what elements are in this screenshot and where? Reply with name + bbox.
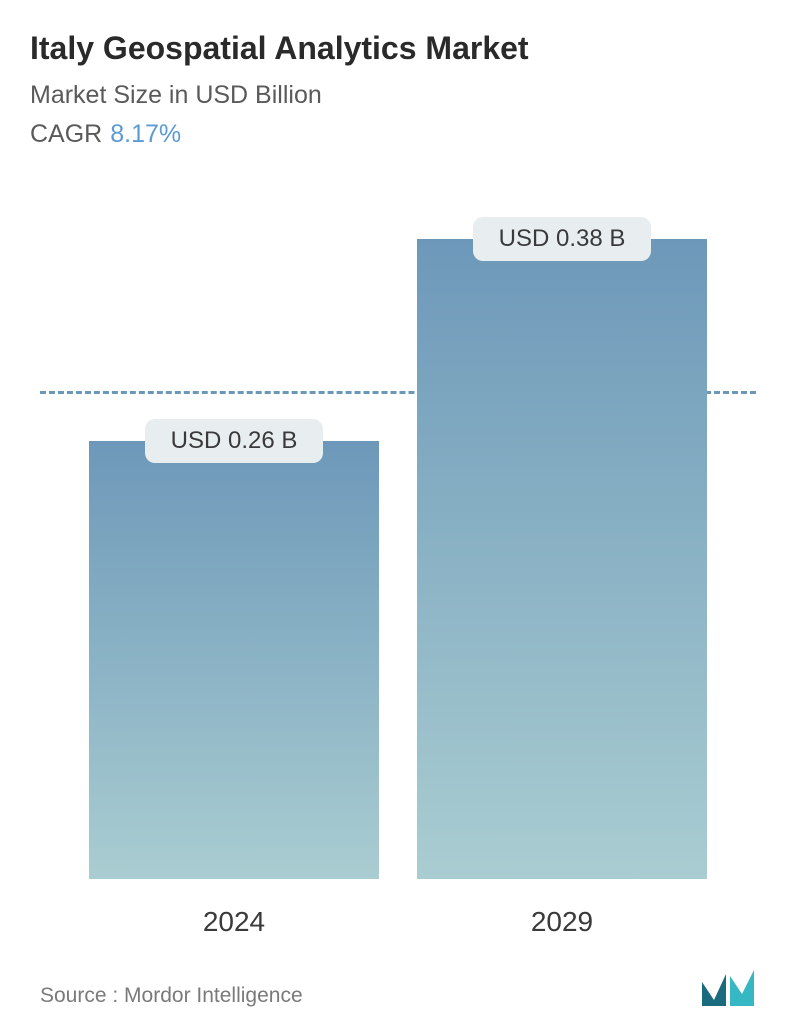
chart-subtitle: Market Size in USD Billion [30, 81, 766, 110]
cagr-row: CAGR 8.17% [30, 120, 766, 149]
footer: Source : Mordor Intelligence [30, 968, 766, 1014]
bar [417, 239, 707, 879]
x-axis-labels: 2024 2029 [40, 906, 756, 938]
cagr-label: CAGR [30, 120, 102, 148]
cagr-value: 8.17% [110, 120, 181, 148]
x-axis-label: 2024 [89, 906, 379, 938]
value-label: USD 0.26 B [145, 419, 324, 463]
bar-group: USD 0.26 B [89, 397, 379, 879]
x-axis-label: 2029 [417, 906, 707, 938]
source-text: Source : Mordor Intelligence [40, 984, 303, 1008]
brand-logo-icon [700, 968, 756, 1008]
bar-group: USD 0.38 B [417, 195, 707, 879]
value-label: USD 0.38 B [473, 217, 652, 261]
chart-area: USD 0.26 B USD 0.38 B 2024 2029 [40, 189, 756, 938]
bars-container: USD 0.26 B USD 0.38 B [40, 189, 756, 879]
bar [89, 441, 379, 879]
chart-title: Italy Geospatial Analytics Market [30, 30, 766, 67]
